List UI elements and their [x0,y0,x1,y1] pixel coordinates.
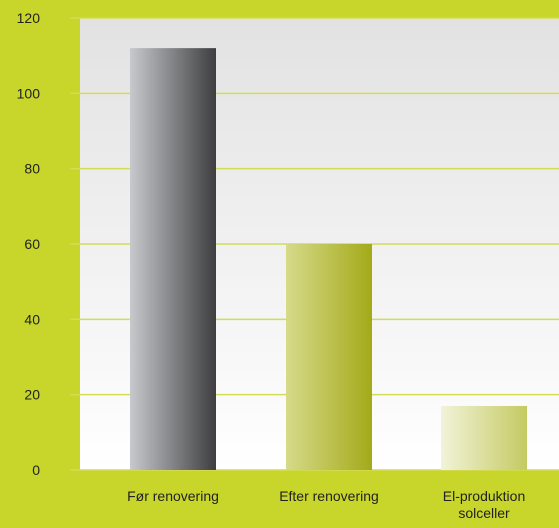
x-category-label-line: Efter renovering [279,488,379,504]
x-category-label-line: solceller [458,505,510,521]
x-category-label-line: El-produktion [443,488,526,504]
bar [286,244,372,470]
y-tick-label: 40 [24,311,40,327]
x-category-label: Før renovering [127,488,219,504]
bar [441,405,527,470]
y-tick-label: 100 [17,85,41,101]
x-category-label: El-produktion solceller [443,488,526,521]
y-tick-label: 60 [24,236,40,252]
x-category-label: Efter renovering [279,488,379,504]
x-category-label-line: Før renovering [127,488,219,504]
bar [130,48,216,471]
y-tick-label: 80 [24,161,40,177]
y-tick-label: 120 [17,10,41,26]
y-tick-label: 0 [32,462,40,478]
y-tick-label: 20 [24,387,40,403]
